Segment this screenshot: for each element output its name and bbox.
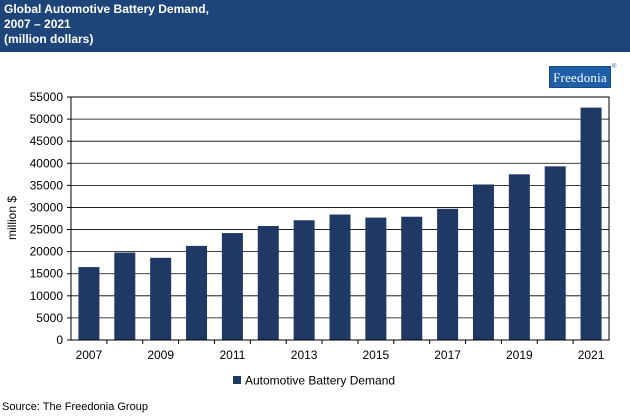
bar-2007 <box>78 267 100 340</box>
registered-mark: ® <box>612 64 617 70</box>
bar-2021 <box>580 107 602 340</box>
y-tick-label: 40000 <box>30 156 64 170</box>
bar-2012 <box>257 226 279 340</box>
x-tick-label: 2017 <box>434 348 461 362</box>
chart-title-line-1: Global Automotive Battery Demand, <box>4 2 209 16</box>
x-tick-label: 2015 <box>363 348 390 362</box>
y-tick-label: 45000 <box>30 134 64 148</box>
bar-2008 <box>114 252 136 340</box>
y-tick-label: 5000 <box>36 311 63 325</box>
y-tick-label: 20000 <box>30 245 64 259</box>
y-tick-label: 35000 <box>30 178 64 192</box>
y-tick-label: 15000 <box>30 267 64 281</box>
x-tick-label: 2013 <box>291 348 318 362</box>
x-tick-labels: 2007 2009 2011 2013 2015 2017 2019 2021 <box>76 340 605 362</box>
bar-2009 <box>150 257 172 340</box>
y-tick-label: 50000 <box>30 112 64 126</box>
freedonia-logo: Freedonia <box>549 66 611 88</box>
x-tick-label: 2021 <box>578 348 605 362</box>
x-tick-label: 2009 <box>147 348 174 362</box>
y-axis-label: million $ <box>5 196 19 240</box>
y-tick-label: 25000 <box>30 223 64 237</box>
legend-label: Automotive Battery Demand <box>245 374 395 388</box>
chart-title-line-3: (million dollars) <box>4 32 94 46</box>
bar-2010 <box>186 245 208 340</box>
y-tick-label: 10000 <box>30 289 64 303</box>
bar-2015 <box>365 217 387 340</box>
x-tick-label: 2007 <box>76 348 103 362</box>
title-bar: Global Automotive Battery Demand, 2007 –… <box>0 0 630 52</box>
y-tick-label: 30000 <box>30 200 64 214</box>
bar-2020 <box>544 166 566 340</box>
bar-2019 <box>508 174 530 340</box>
y-tick-labels: 0 5000 10000 15000 20000 25000 30000 35000 40000… <box>30 90 71 347</box>
y-tick-label: 55000 <box>30 90 64 104</box>
bar-2016 <box>401 216 423 340</box>
bar-2011 <box>221 233 243 340</box>
y-tick-label: 0 <box>56 333 63 347</box>
plot-area-border <box>70 96 610 341</box>
bar-2013 <box>293 220 315 340</box>
x-tick-label: 2011 <box>219 348 245 362</box>
chart-title-line-2: 2007 – 2021 <box>4 17 71 31</box>
x-tick-label: 2019 <box>506 348 533 362</box>
bar-2017 <box>437 208 459 340</box>
legend: Automotive Battery Demand <box>233 374 395 388</box>
legend-swatch <box>233 376 241 384</box>
source-note: Source: The Freedonia Group <box>2 401 148 413</box>
bar-chart: 0 5000 10000 15000 20000 25000 30000 35000 40000… <box>5 90 610 388</box>
bar-2014 <box>329 214 351 340</box>
bars <box>78 107 602 340</box>
bar-2018 <box>472 184 494 340</box>
